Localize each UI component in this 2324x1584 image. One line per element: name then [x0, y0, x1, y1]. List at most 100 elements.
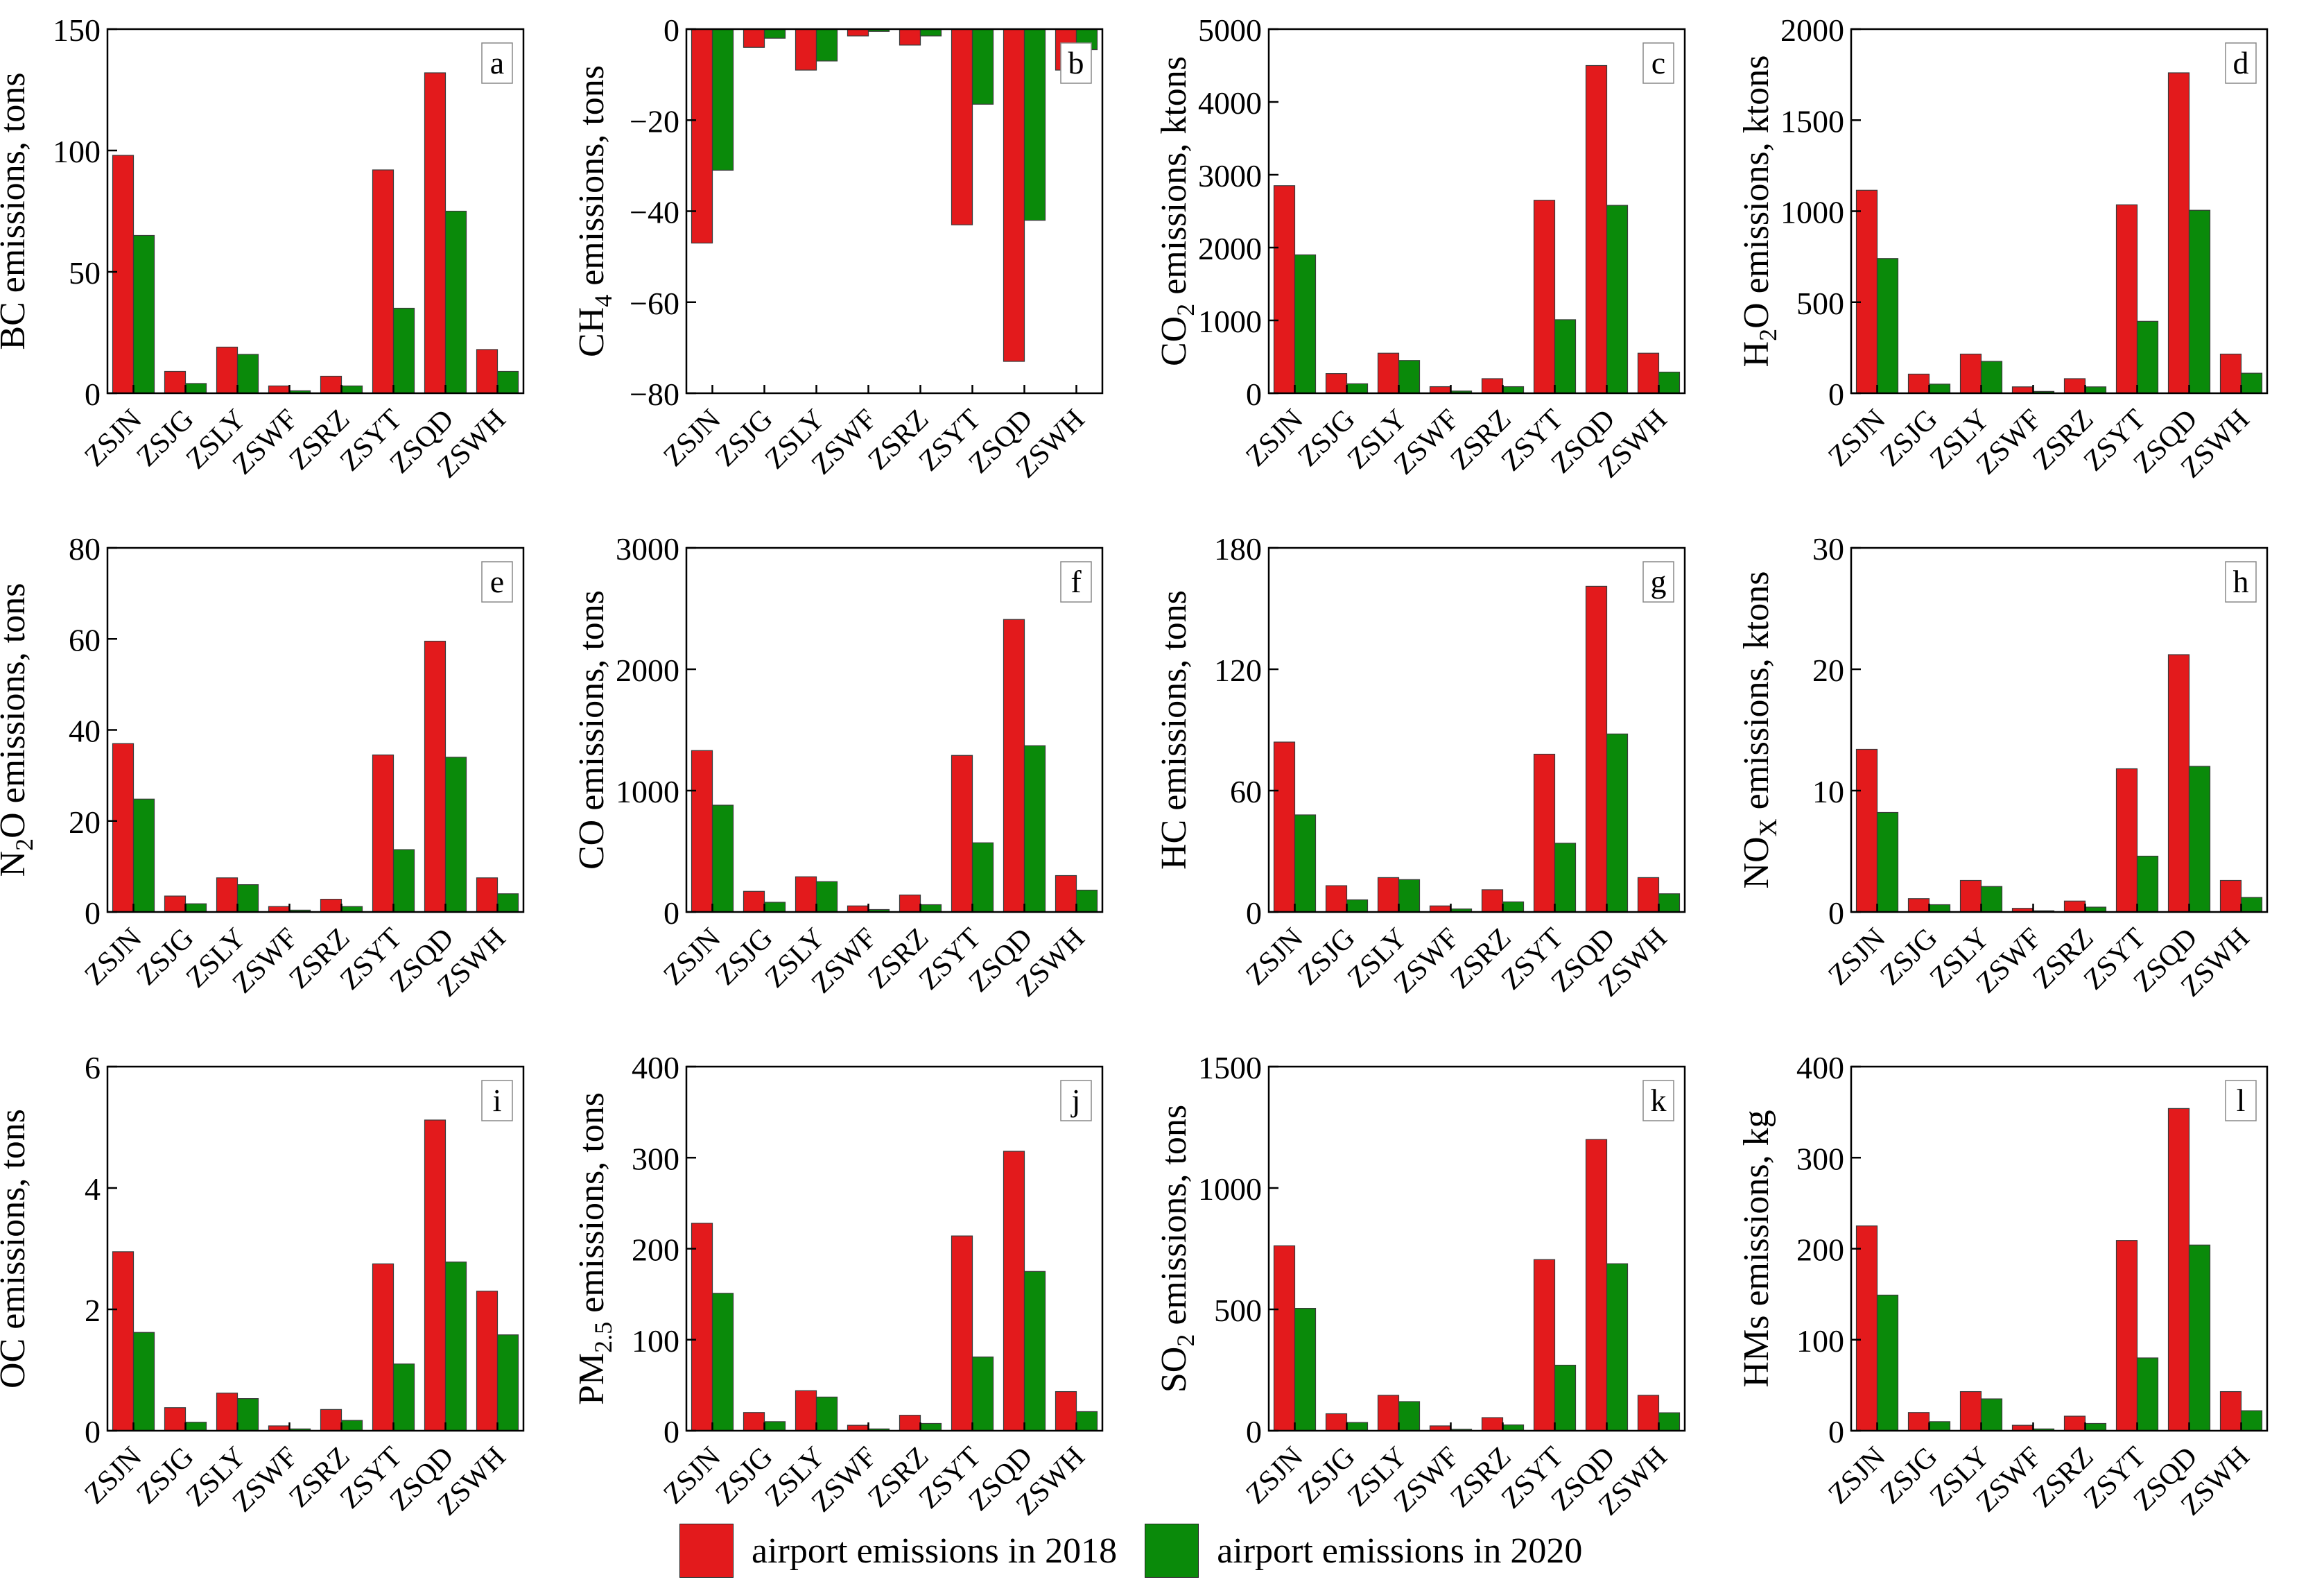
bar-a-2018-zsly — [216, 346, 239, 394]
bar-i-2020-zsyt — [392, 1363, 415, 1431]
bar-i-2018-zsjn — [112, 1251, 135, 1431]
panel-letter-i: i — [493, 1083, 502, 1118]
ytick-label-j: 400 — [632, 1050, 679, 1085]
bar-g-2020-zsly — [1398, 879, 1421, 913]
ytick-label-k: 500 — [1214, 1293, 1262, 1328]
bar-e-2020-zsjg — [184, 903, 207, 913]
bar-c-2018-zsyt — [1533, 200, 1556, 394]
bar-c-2020-zsrz — [1502, 386, 1525, 394]
bar-f-2018-zsjg — [743, 890, 765, 913]
bar-g-2018-zsyt — [1533, 753, 1556, 913]
ylabel-j: PM2.5 emissions, tons — [572, 1092, 617, 1405]
bar-f-2020-zsjg — [763, 902, 786, 913]
ytick-label-c: 2000 — [1198, 231, 1262, 266]
bar-b-2018-zsqd — [1003, 28, 1025, 362]
panel-letter-l: l — [2237, 1083, 2246, 1118]
bar-i-2018-zsqd — [424, 1119, 446, 1431]
ytick-label-c: 4000 — [1198, 85, 1262, 121]
panel-letter-box-d — [2225, 42, 2257, 84]
ytick-label-e: 20 — [69, 804, 101, 840]
bar-a-2018-zsyt — [372, 169, 394, 394]
ytick-label-b: −40 — [630, 195, 679, 230]
ytick-label-d: 1000 — [1780, 195, 1844, 230]
bar-j-2018-zsly — [795, 1390, 817, 1431]
bar-b-2018-zsjg — [743, 28, 765, 48]
bar-e-2020-zsjn — [132, 798, 155, 913]
bar-e-2018-zsjn — [112, 743, 135, 913]
legend-item-2018: airport emissions in 2018 — [679, 1524, 1117, 1578]
panel-letter-b: b — [1068, 45, 1084, 80]
xtick-label-d-zsjn: ZSJN — [1822, 404, 1891, 473]
panel-c: 010002000300040005000ZSJNZSJGZSLYZSWFZSR… — [1154, 12, 1686, 484]
bar-k-2020-zsyt — [1554, 1364, 1577, 1431]
bar-g-2018-zsly — [1377, 877, 1400, 913]
bar-d-2018-zsjn — [1855, 189, 1878, 394]
bar-h-2018-zsqd — [2167, 654, 2190, 913]
bar-j-2020-zswh — [1075, 1411, 1098, 1431]
bar-a-2020-zsjg — [184, 383, 207, 394]
xtick-label-a-zsjn: ZSJN — [78, 404, 148, 473]
bar-f-2020-zsyt — [971, 842, 994, 913]
bar-c-2018-zsly — [1377, 352, 1400, 394]
xtick-label-h-zsjn: ZSJN — [1822, 922, 1891, 992]
ytick-label-l: 200 — [1796, 1232, 1844, 1268]
bar-g-2018-zsjg — [1325, 885, 1348, 913]
bar-a-2020-zsrz — [340, 385, 363, 394]
bar-g-2018-zsjn — [1273, 741, 1296, 913]
ytick-label-l: 100 — [1796, 1323, 1844, 1359]
bar-a-2020-zsyt — [392, 307, 415, 394]
panel-letter-e: e — [490, 564, 504, 599]
bar-g-2018-zswf — [1429, 905, 1452, 913]
bar-e-2020-zsly — [236, 884, 259, 913]
bar-j-2018-zsjn — [691, 1223, 713, 1431]
bar-e-2020-zswh — [496, 893, 519, 913]
bar-b-2018-zsly — [795, 28, 817, 71]
panel-letter-box-c — [1642, 42, 1674, 84]
bar-d-2018-zsqd — [2167, 72, 2190, 394]
bar-h-2018-zsjn — [1855, 748, 1878, 913]
ytick-label-i: 4 — [85, 1171, 101, 1207]
bar-k-2020-zsrz — [1502, 1424, 1525, 1431]
panel-letter-f: f — [1070, 564, 1082, 599]
bar-i-2018-zsly — [216, 1393, 239, 1431]
ytick-label-k: 1500 — [1198, 1050, 1262, 1085]
bar-k-2018-zswh — [1637, 1395, 1660, 1431]
ytick-label-a: 50 — [69, 255, 101, 291]
bar-c-2020-zsqd — [1606, 205, 1629, 394]
bar-a-2018-zsqd — [424, 72, 446, 394]
panel-h: 0102030ZSJNZSJGZSLYZSWFZSRZZSYTZSQDZSWHh… — [1737, 531, 2269, 1003]
bar-b-2018-zsyt — [951, 28, 973, 225]
panel-letter-h: h — [2233, 564, 2249, 599]
bar-f-2020-zsly — [815, 881, 838, 913]
bar-j-2018-zsqd — [1003, 1151, 1025, 1431]
bar-d-2020-zsqd — [2188, 209, 2211, 394]
bar-k-2018-zsjn — [1273, 1245, 1296, 1431]
ytick-label-l: 400 — [1796, 1050, 1844, 1085]
bar-a-2018-zswf — [268, 385, 290, 394]
legend-label-2018: airport emissions in 2018 — [752, 1531, 1118, 1571]
bar-g-2020-zswh — [1658, 893, 1681, 913]
ylabel-g: HC emissions, tons — [1154, 590, 1194, 870]
panel-letter-box-b — [1060, 42, 1092, 84]
xtick-label-f-zsjn: ZSJN — [657, 922, 727, 992]
xtick-label-j-zsjn: ZSJN — [657, 1441, 727, 1510]
bar-h-2020-zswh — [2240, 897, 2263, 913]
ylabel-b: CH4 emissions, tons — [572, 65, 617, 357]
panel-e: 020406080ZSJNZSJGZSLYZSWFZSRZZSYTZSQDZSW… — [0, 531, 525, 1003]
panel-letter-box-k — [1642, 1080, 1674, 1121]
axes-frame-c — [1267, 28, 1686, 395]
bar-j-2020-zsjg — [763, 1421, 786, 1431]
ytick-label-b: −60 — [630, 286, 679, 321]
bar-c-2020-zsly — [1398, 360, 1421, 394]
xtick-label-c-zsjn: ZSJN — [1240, 404, 1309, 473]
ytick-label-c: 3000 — [1198, 158, 1262, 193]
legend-item-2020: airport emissions in 2020 — [1145, 1524, 1582, 1578]
ytick-label-i: 6 — [85, 1050, 101, 1085]
bar-a-2018-zsjn — [112, 155, 135, 394]
panel-letter-box-e — [481, 561, 513, 603]
xtick-label-b-zsjn: ZSJN — [657, 404, 727, 473]
bar-l-2020-zsjn — [1876, 1294, 1899, 1431]
bar-c-2018-zswf — [1429, 386, 1452, 394]
bar-l-2020-zswh — [2240, 1410, 2263, 1431]
ytick-label-g: 180 — [1214, 531, 1262, 567]
